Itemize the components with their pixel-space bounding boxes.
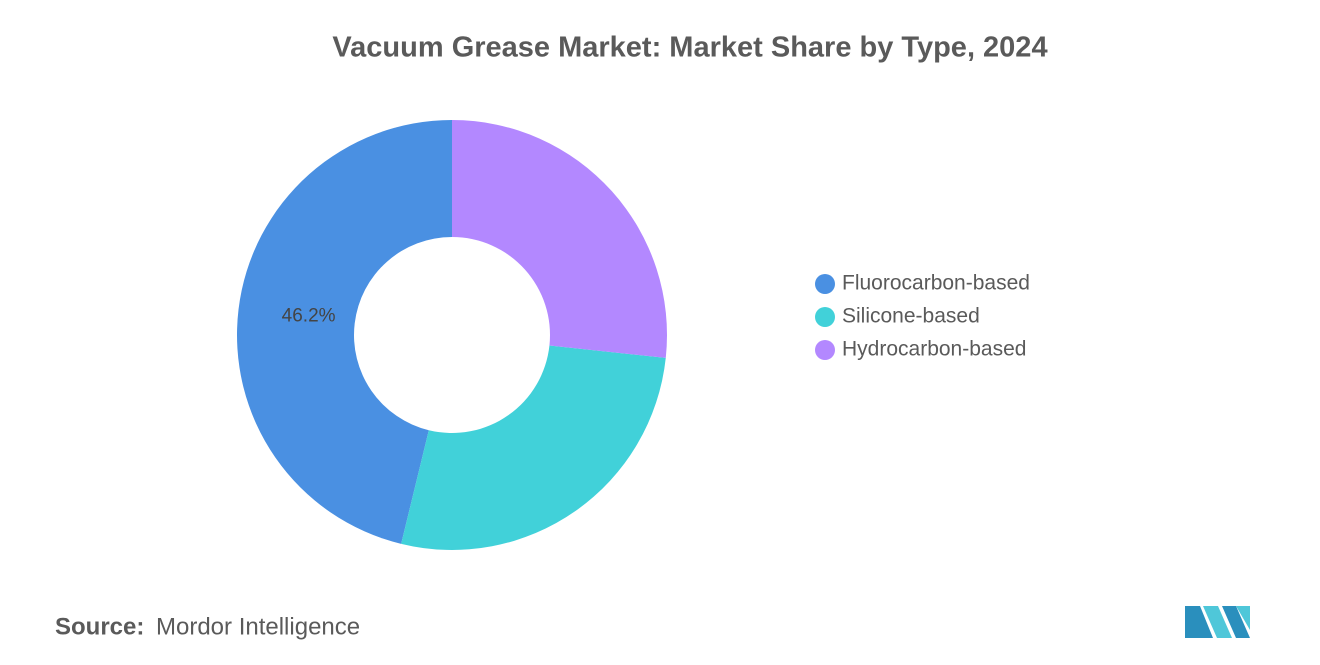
legend-label: Fluorocarbon-based	[842, 272, 1030, 295]
chart-title: Vacuum Grease Market: Market Share by Ty…	[332, 32, 1047, 64]
data-label: 46.2%	[282, 305, 336, 326]
legend-label: Silicone-based	[842, 305, 980, 328]
legend-swatch	[815, 274, 835, 294]
legend-swatch	[815, 340, 835, 360]
logo-part	[1236, 606, 1250, 630]
logo-part	[1203, 606, 1232, 638]
logo-part	[1185, 606, 1213, 638]
logo	[1185, 606, 1250, 638]
slice	[237, 120, 452, 544]
source: Mordor Intelligence	[156, 613, 360, 640]
source-label: Source:	[55, 613, 144, 640]
legend-swatch	[815, 307, 835, 327]
slice	[452, 120, 667, 358]
legend-label: Hydrocarbon-based	[842, 338, 1026, 361]
logo-part	[1222, 606, 1250, 638]
slice	[401, 345, 666, 550]
